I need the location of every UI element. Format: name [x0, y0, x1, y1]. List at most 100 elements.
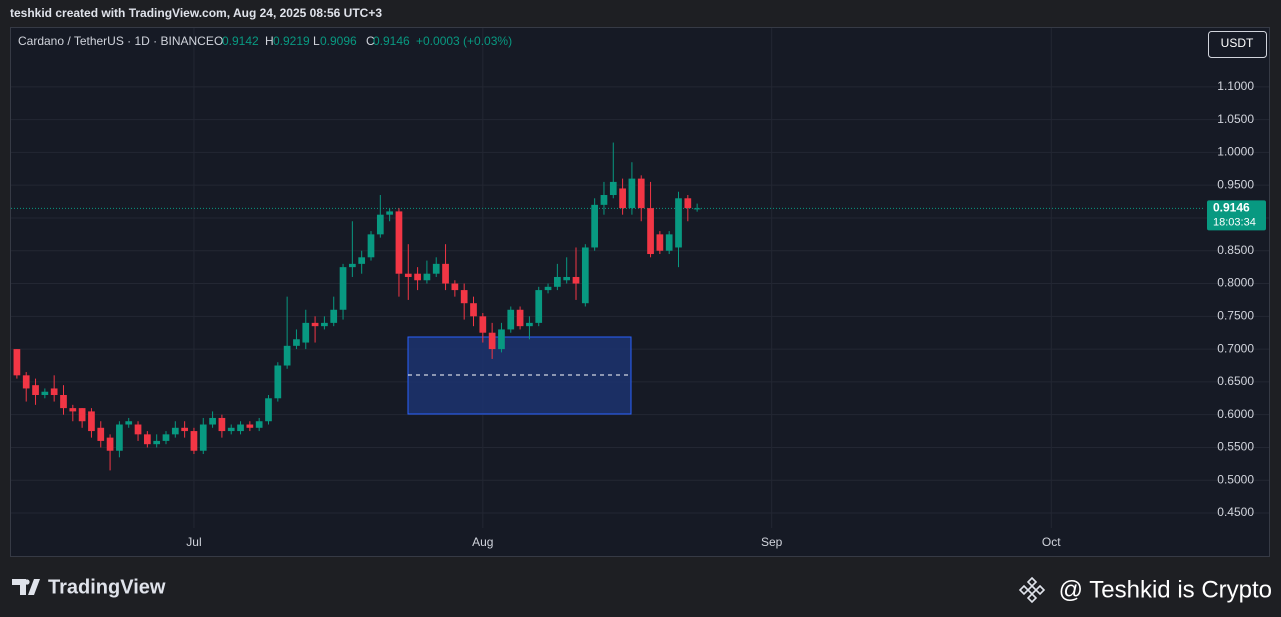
- candle-body: [581, 247, 589, 304]
- x-tick-label: Oct: [1042, 535, 1061, 549]
- ohlc-value: 0.9219: [273, 34, 310, 48]
- y-tick-label: 0.5500: [1217, 440, 1254, 454]
- candle-body: [665, 234, 673, 251]
- candle-body: [563, 276, 571, 281]
- y-tick-label: 0.9500: [1217, 177, 1254, 191]
- ohlc-legend: O0.9142 H 0.9219 L 0.9096 C0.9146 +0.0003 (+0.…: [214, 34, 512, 48]
- candle-body: [675, 198, 682, 248]
- candle-body: [600, 195, 608, 205]
- candle-body: [516, 309, 524, 327]
- candle-body: [88, 411, 95, 432]
- candle-body: [619, 188, 626, 209]
- candle-body: [199, 424, 207, 451]
- candle-body: [609, 181, 617, 196]
- candle-body: [134, 424, 142, 435]
- ohlc-value: 0.9142: [222, 34, 259, 48]
- ohlc-label: O: [214, 34, 223, 48]
- x-tick-label: Jul: [186, 535, 201, 549]
- watermark-text: @ Teshkid is Crypto: [1059, 576, 1272, 603]
- logo-icon: [12, 579, 40, 595]
- ohlc-label: L: [313, 34, 320, 48]
- candle-body: [460, 290, 468, 304]
- candle-body: [13, 349, 21, 376]
- countdown: 18:03:34: [1213, 216, 1256, 228]
- candle-body: [423, 273, 431, 281]
- candle-body: [647, 208, 654, 255]
- candle-body: [544, 286, 552, 291]
- candle-body: [376, 214, 384, 235]
- ohlc-label: H: [265, 34, 274, 48]
- candle-body: [41, 391, 49, 396]
- candle-body: [339, 267, 347, 310]
- candle-body: [106, 437, 114, 451]
- candle-body: [432, 263, 440, 274]
- candle-body: [50, 388, 58, 396]
- candle-body: [693, 208, 701, 210]
- candle-body: [554, 276, 561, 287]
- ohlc-change: +0.0003 (+0.03%): [416, 34, 512, 48]
- candle-body: [572, 276, 580, 284]
- candle-body: [237, 424, 244, 432]
- candle-body: [255, 421, 263, 428]
- candle-body: [488, 332, 496, 350]
- watermark: @ Teshkid is Crypto: [1018, 576, 1272, 604]
- candle-body: [414, 273, 421, 281]
- candle-body: [637, 178, 645, 209]
- candle-body: [171, 427, 179, 435]
- candle-body: [181, 427, 188, 432]
- x-tick-label: Sep: [761, 535, 783, 549]
- candle-body: [302, 322, 310, 343]
- last-price-label: 0.9146: [1213, 201, 1250, 215]
- candle-body: [507, 309, 515, 330]
- brand: TradingView: [48, 576, 166, 598]
- candle-body: [358, 257, 366, 264]
- candle-body: [125, 421, 133, 425]
- candle-body: [321, 322, 328, 327]
- candle-body: [190, 431, 198, 451]
- candle-body: [349, 263, 356, 268]
- binance-icon: [1018, 576, 1046, 604]
- candle-body: [97, 427, 105, 441]
- ohlc-label: C: [366, 34, 375, 48]
- candle-body: [60, 395, 67, 409]
- y-tick-label: 0.8500: [1217, 243, 1254, 257]
- candle-body: [246, 424, 254, 428]
- candle-body: [479, 316, 487, 333]
- candle-body: [591, 204, 598, 248]
- candle-body: [209, 417, 216, 425]
- candle-body: [265, 398, 272, 422]
- logo-dot: [24, 579, 30, 585]
- ohlc-value: 0.9146: [373, 34, 410, 48]
- candle-body: [684, 198, 692, 209]
- candles: [13, 142, 701, 471]
- candle-body: [162, 434, 170, 441]
- currency[interactable]: USDT: [1221, 36, 1254, 50]
- header: teshkid created with TradingView.com, Au…: [10, 6, 382, 20]
- candle-body: [526, 322, 533, 327]
- candle-body: [32, 385, 39, 396]
- candle-body: [143, 434, 151, 445]
- candle-body: [498, 329, 505, 350]
- candle-body: [386, 211, 393, 215]
- candle-body: [116, 424, 123, 451]
- y-tick-label: 0.8000: [1217, 276, 1254, 290]
- candle-body: [274, 365, 282, 399]
- last-price-box: [1207, 200, 1266, 231]
- price-axis: 0.4500 0.5000 0.5500 0.6000 0.6500 0.7000 0.75…: [186, 79, 1266, 549]
- candle-body: [78, 408, 86, 422]
- currency-button[interactable]: [1208, 31, 1267, 58]
- candle-body: [227, 427, 235, 432]
- y-tick-label: 0.6500: [1217, 374, 1254, 388]
- candle-body: [283, 345, 291, 366]
- candle-body: [367, 234, 375, 258]
- ohlc-value: 0.9096: [320, 34, 357, 48]
- candle-body: [22, 375, 30, 389]
- candle-body: [218, 417, 226, 432]
- candle-body: [293, 339, 300, 346]
- candle-body: [395, 211, 403, 274]
- x-tick-label: Aug: [472, 535, 493, 549]
- y-tick-label: 1.0000: [1217, 145, 1254, 159]
- tradingview-logo: TradingView: [12, 576, 166, 598]
